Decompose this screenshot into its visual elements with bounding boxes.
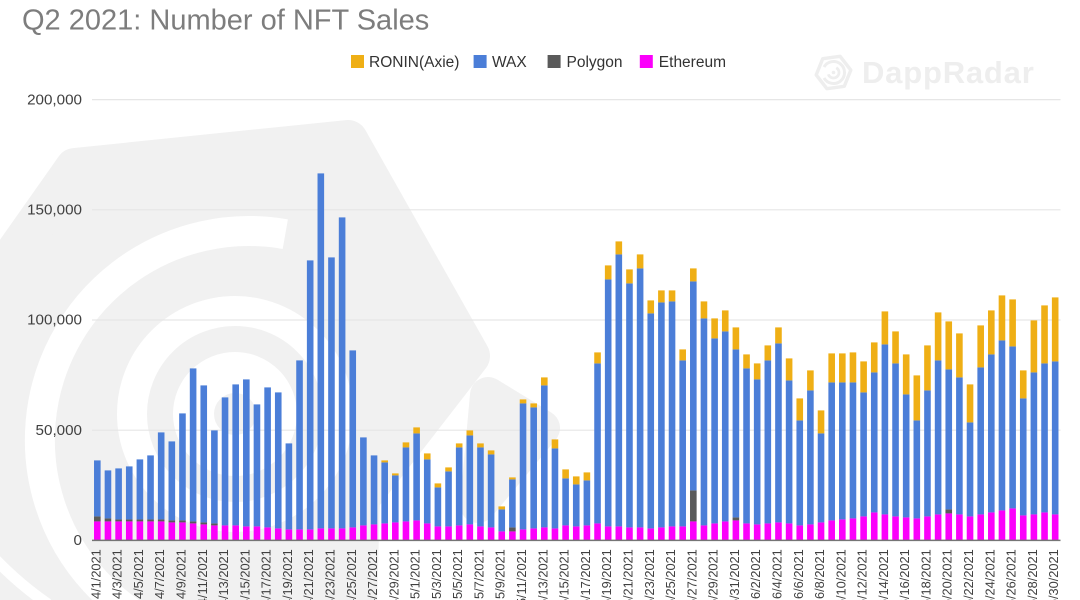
svg-text:6/26/2021: 6/26/2021 <box>1004 549 1019 600</box>
svg-text:4/17/2021: 4/17/2021 <box>259 549 274 600</box>
svg-text:50,000: 50,000 <box>36 422 82 439</box>
svg-text:5/25/2021: 5/25/2021 <box>663 549 678 600</box>
svg-text:5/23/2021: 5/23/2021 <box>642 549 657 600</box>
svg-text:5/7/2021: 5/7/2021 <box>472 549 487 599</box>
svg-text:6/18/2021: 6/18/2021 <box>919 549 934 600</box>
svg-text:4/19/2021: 4/19/2021 <box>280 549 295 600</box>
svg-text:6/24/2021: 6/24/2021 <box>982 549 997 600</box>
svg-text:4/5/2021: 4/5/2021 <box>131 549 146 599</box>
svg-text:4/29/2021: 4/29/2021 <box>386 549 401 600</box>
svg-text:4/27/2021: 4/27/2021 <box>365 549 380 600</box>
svg-text:WAX: WAX <box>492 54 527 71</box>
svg-text:6/8/2021: 6/8/2021 <box>812 549 827 599</box>
svg-text:200,000: 200,000 <box>27 91 82 108</box>
svg-text:6/2/2021: 6/2/2021 <box>748 549 763 599</box>
svg-text:5/17/2021: 5/17/2021 <box>578 549 593 600</box>
svg-text:5/11/2021: 5/11/2021 <box>514 549 529 600</box>
svg-text:5/29/2021: 5/29/2021 <box>706 549 721 600</box>
svg-text:4/1/2021: 4/1/2021 <box>88 549 103 599</box>
svg-text:6/12/2021: 6/12/2021 <box>855 549 870 600</box>
svg-text:6/16/2021: 6/16/2021 <box>897 549 912 600</box>
svg-text:DappRadar: DappRadar <box>862 55 1035 90</box>
svg-text:5/19/2021: 5/19/2021 <box>599 549 614 600</box>
svg-text:4/21/2021: 4/21/2021 <box>301 549 316 600</box>
svg-text:6/10/2021: 6/10/2021 <box>833 549 848 600</box>
svg-text:4/15/2021: 4/15/2021 <box>237 549 252 600</box>
svg-text:6/30/2021: 6/30/2021 <box>1046 549 1061 600</box>
svg-text:RONIN(Axie): RONIN(Axie) <box>369 54 459 71</box>
svg-text:0: 0 <box>74 532 82 549</box>
svg-text:5/21/2021: 5/21/2021 <box>621 549 636 600</box>
svg-text:100,000: 100,000 <box>27 312 82 329</box>
svg-text:5/13/2021: 5/13/2021 <box>535 549 550 600</box>
svg-text:Ethereum: Ethereum <box>659 54 726 71</box>
svg-text:6/14/2021: 6/14/2021 <box>876 549 891 600</box>
svg-text:4/11/2021: 4/11/2021 <box>195 549 210 600</box>
svg-text:6/20/2021: 6/20/2021 <box>940 549 955 600</box>
svg-text:6/6/2021: 6/6/2021 <box>791 549 806 599</box>
svg-text:5/27/2021: 5/27/2021 <box>684 549 699 600</box>
svg-text:4/7/2021: 4/7/2021 <box>152 549 167 599</box>
svg-text:4/9/2021: 4/9/2021 <box>174 549 189 599</box>
svg-text:4/25/2021: 4/25/2021 <box>344 549 359 600</box>
svg-text:Q2 2021: Number of NFT Sales: Q2 2021: Number of NFT Sales <box>22 5 429 37</box>
svg-text:5/15/2021: 5/15/2021 <box>557 549 572 600</box>
svg-text:5/1/2021: 5/1/2021 <box>408 549 423 599</box>
svg-text:5/9/2021: 5/9/2021 <box>493 549 508 599</box>
svg-text:4/13/2021: 4/13/2021 <box>216 549 231 600</box>
svg-text:150,000: 150,000 <box>27 202 82 219</box>
svg-text:5/3/2021: 5/3/2021 <box>429 549 444 599</box>
svg-text:5/5/2021: 5/5/2021 <box>450 549 465 599</box>
svg-text:4/3/2021: 4/3/2021 <box>110 549 125 599</box>
svg-text:4/23/2021: 4/23/2021 <box>323 549 338 600</box>
svg-text:6/28/2021: 6/28/2021 <box>1025 549 1040 600</box>
svg-text:6/22/2021: 6/22/2021 <box>961 549 976 600</box>
svg-text:Polygon: Polygon <box>567 54 623 71</box>
svg-text:5/31/2021: 5/31/2021 <box>727 549 742 600</box>
svg-text:6/4/2021: 6/4/2021 <box>770 549 785 599</box>
